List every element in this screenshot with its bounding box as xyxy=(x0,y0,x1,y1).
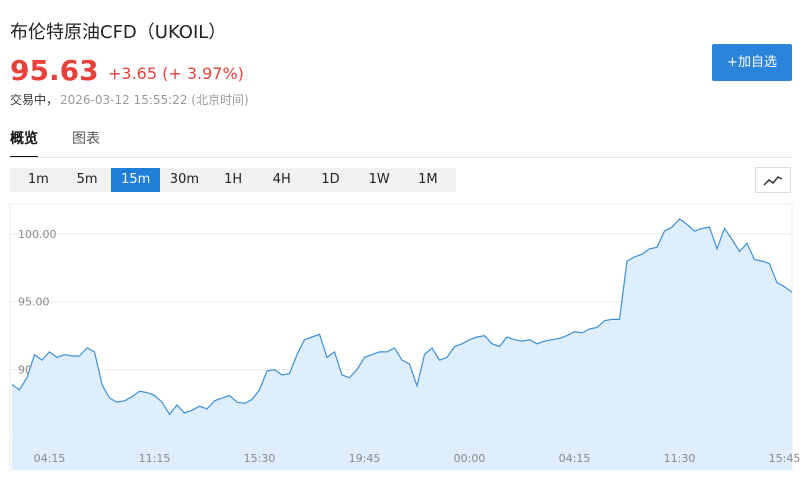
chart-icon xyxy=(763,176,783,186)
x-tick-label: 04:15 xyxy=(34,452,66,465)
interval-button[interactable]: 1H xyxy=(224,172,243,187)
y-tick-label: 95.00 xyxy=(18,296,50,309)
interval-button[interactable]: 1M xyxy=(418,172,438,187)
interval-button[interactable]: 5m xyxy=(76,172,98,187)
x-tick-label: 04:15 xyxy=(559,452,591,465)
interval-button[interactable]: 1m xyxy=(27,172,49,187)
interval-button[interactable]: 4H xyxy=(272,172,291,187)
x-tick-label: 15:30 xyxy=(244,452,276,465)
y-tick-label: 90.00 xyxy=(18,364,50,377)
line xyxy=(11,218,793,416)
x-tick-label: 19:45 xyxy=(349,452,381,465)
plot-border xyxy=(9,203,793,471)
title: 布伦特原油CFD（UKOIL） xyxy=(10,22,227,43)
y-tick-label: 100.00 xyxy=(18,228,57,241)
tab[interactable]: 图表 xyxy=(72,131,100,147)
y-tick-label: 85.00 xyxy=(18,431,50,444)
chart-type-button[interactable] xyxy=(755,167,791,193)
x-tick-label: 15:45 xyxy=(769,452,800,465)
interval-bar: 1m 5m 15m 30m 1H 4H 1D 1W 1M xyxy=(10,168,457,192)
separator xyxy=(10,157,792,158)
change: +3.65 (+ 3.97%) xyxy=(108,64,244,83)
x-tick-label: 11:30 xyxy=(664,452,696,465)
add-watchlist-button[interactable]: +加自选 xyxy=(712,44,792,81)
interval-button[interactable]: 30m xyxy=(169,172,200,187)
x-tick-label: 00:00 xyxy=(454,452,486,465)
price: 95.63 xyxy=(10,54,99,87)
area xyxy=(12,218,792,470)
interval-button[interactable]: 1W xyxy=(368,172,390,187)
interval-button[interactable]: 1D xyxy=(321,172,340,187)
status: 交易中， xyxy=(10,93,59,107)
datetime: 2026-03-12 15:55:22 (北京时间) xyxy=(60,93,249,107)
interval-button[interactable]: 15m xyxy=(111,168,161,192)
tabs: 概览 图表 xyxy=(10,128,100,158)
x-tick-label: 11:15 xyxy=(139,452,171,465)
tab[interactable]: 概览 xyxy=(10,128,38,158)
